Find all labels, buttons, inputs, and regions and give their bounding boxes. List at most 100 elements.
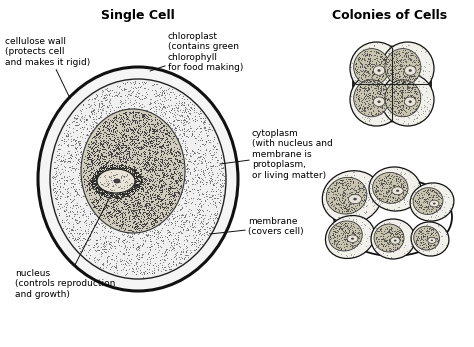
Point <box>67 230 74 236</box>
Point <box>359 183 366 189</box>
Point <box>126 226 133 232</box>
Point <box>120 201 128 207</box>
Point <box>127 193 134 199</box>
Point <box>81 156 88 162</box>
Point <box>128 141 136 146</box>
Point <box>76 154 83 160</box>
Point <box>84 142 92 147</box>
Point <box>351 187 358 193</box>
Point <box>169 195 176 201</box>
Point <box>66 196 74 202</box>
Point <box>73 221 81 226</box>
Point <box>378 105 386 110</box>
Point <box>132 178 140 184</box>
Point <box>100 126 107 132</box>
Point <box>140 162 148 168</box>
Point <box>415 231 423 236</box>
Point <box>132 176 140 181</box>
Point <box>157 237 164 243</box>
Point <box>150 177 157 182</box>
Point <box>144 161 151 167</box>
Point <box>410 117 418 122</box>
Point <box>144 139 151 144</box>
Point <box>85 180 92 186</box>
Point <box>99 202 107 207</box>
Point <box>362 52 370 57</box>
Point <box>418 227 425 232</box>
Point <box>414 62 422 68</box>
Point <box>356 188 363 194</box>
Point <box>173 158 181 163</box>
Point <box>138 181 146 186</box>
Point <box>96 186 104 192</box>
Point <box>57 195 64 201</box>
Point <box>92 172 100 178</box>
Point <box>115 170 123 176</box>
Point <box>88 189 95 195</box>
Point <box>408 74 416 79</box>
Point <box>413 192 420 197</box>
Point <box>387 180 394 185</box>
Point <box>403 113 411 119</box>
Point <box>135 120 143 126</box>
Point <box>176 170 184 176</box>
Point <box>139 198 146 204</box>
Point <box>123 113 130 119</box>
Point <box>195 206 202 212</box>
Point <box>121 121 128 127</box>
Point <box>75 243 83 248</box>
Point <box>147 211 155 217</box>
Point <box>159 135 166 141</box>
Point <box>135 123 143 128</box>
Point <box>373 231 381 237</box>
Point <box>352 205 359 211</box>
Point <box>106 162 114 168</box>
Point <box>139 163 147 168</box>
Point <box>150 192 157 198</box>
Point <box>340 185 348 191</box>
Point <box>398 88 406 94</box>
Point <box>126 166 134 171</box>
Point <box>114 205 122 210</box>
Point <box>173 167 180 173</box>
Point <box>116 141 124 146</box>
Point <box>386 94 393 100</box>
Point <box>349 180 357 186</box>
Point <box>158 200 166 206</box>
Point <box>116 193 124 198</box>
Point <box>140 117 147 123</box>
Point <box>343 236 350 242</box>
Point <box>173 209 181 214</box>
Point <box>94 211 102 217</box>
Point <box>370 184 377 190</box>
Point <box>197 166 204 171</box>
Point <box>87 108 94 114</box>
Point <box>118 127 126 133</box>
Point <box>378 66 386 71</box>
Point <box>99 194 107 200</box>
Point <box>397 180 404 186</box>
Point <box>181 126 188 132</box>
Point <box>91 199 98 204</box>
Point <box>140 176 148 182</box>
Point <box>191 217 199 223</box>
Point <box>102 110 110 116</box>
Point <box>75 215 82 220</box>
Point <box>105 121 113 126</box>
Point <box>128 112 136 118</box>
Point <box>358 70 366 76</box>
Point <box>103 180 110 186</box>
Point <box>390 99 398 104</box>
Point <box>98 107 106 112</box>
Point <box>210 180 218 186</box>
Point <box>333 248 340 254</box>
Point <box>154 229 161 235</box>
Point <box>115 164 122 170</box>
Point <box>355 79 363 84</box>
Point <box>106 157 113 162</box>
Point <box>145 215 153 221</box>
Point <box>80 179 88 185</box>
Point <box>141 122 148 127</box>
Point <box>82 117 90 122</box>
Point <box>109 159 117 164</box>
